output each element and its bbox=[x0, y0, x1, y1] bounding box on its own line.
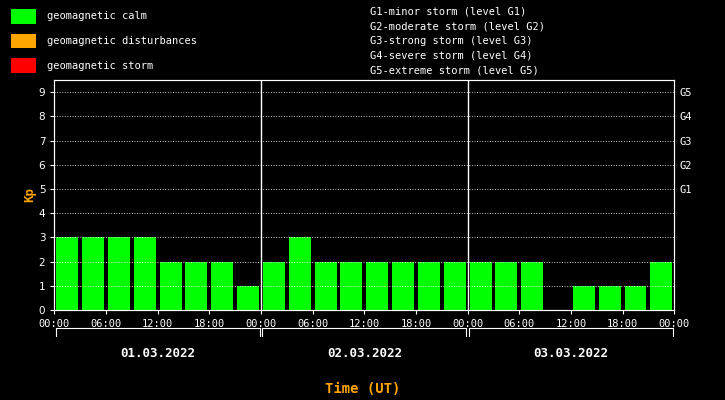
Text: G3-strong storm (level G3): G3-strong storm (level G3) bbox=[370, 36, 532, 46]
Text: Time (UT): Time (UT) bbox=[325, 382, 400, 396]
FancyBboxPatch shape bbox=[11, 58, 36, 73]
Bar bbox=[470, 262, 492, 310]
Bar bbox=[263, 262, 285, 310]
Bar bbox=[160, 262, 181, 310]
Bar bbox=[624, 286, 647, 310]
Text: G1-minor storm (level G1): G1-minor storm (level G1) bbox=[370, 6, 526, 16]
Bar bbox=[521, 262, 543, 310]
FancyBboxPatch shape bbox=[11, 9, 36, 24]
Bar bbox=[134, 237, 156, 310]
Bar bbox=[444, 262, 465, 310]
Bar bbox=[82, 237, 104, 310]
Bar bbox=[211, 262, 233, 310]
Bar bbox=[573, 286, 594, 310]
Text: geomagnetic disturbances: geomagnetic disturbances bbox=[47, 36, 197, 46]
Text: 02.03.2022: 02.03.2022 bbox=[327, 347, 402, 360]
Text: 01.03.2022: 01.03.2022 bbox=[120, 347, 195, 360]
Text: geomagnetic calm: geomagnetic calm bbox=[47, 11, 147, 21]
FancyBboxPatch shape bbox=[11, 34, 36, 48]
Bar bbox=[237, 286, 259, 310]
Text: G2-moderate storm (level G2): G2-moderate storm (level G2) bbox=[370, 21, 544, 31]
Text: 03.03.2022: 03.03.2022 bbox=[534, 347, 608, 360]
Y-axis label: Kp: Kp bbox=[23, 188, 36, 202]
Text: G5-extreme storm (level G5): G5-extreme storm (level G5) bbox=[370, 66, 539, 76]
Bar bbox=[599, 286, 621, 310]
Bar bbox=[392, 262, 414, 310]
Bar bbox=[650, 262, 672, 310]
Bar bbox=[418, 262, 440, 310]
Bar bbox=[315, 262, 336, 310]
Bar bbox=[289, 237, 311, 310]
Bar bbox=[495, 262, 518, 310]
Bar bbox=[186, 262, 207, 310]
Bar bbox=[341, 262, 362, 310]
Bar bbox=[108, 237, 130, 310]
Bar bbox=[366, 262, 388, 310]
Text: geomagnetic storm: geomagnetic storm bbox=[47, 61, 154, 71]
Text: G4-severe storm (level G4): G4-severe storm (level G4) bbox=[370, 51, 532, 61]
Bar bbox=[57, 237, 78, 310]
